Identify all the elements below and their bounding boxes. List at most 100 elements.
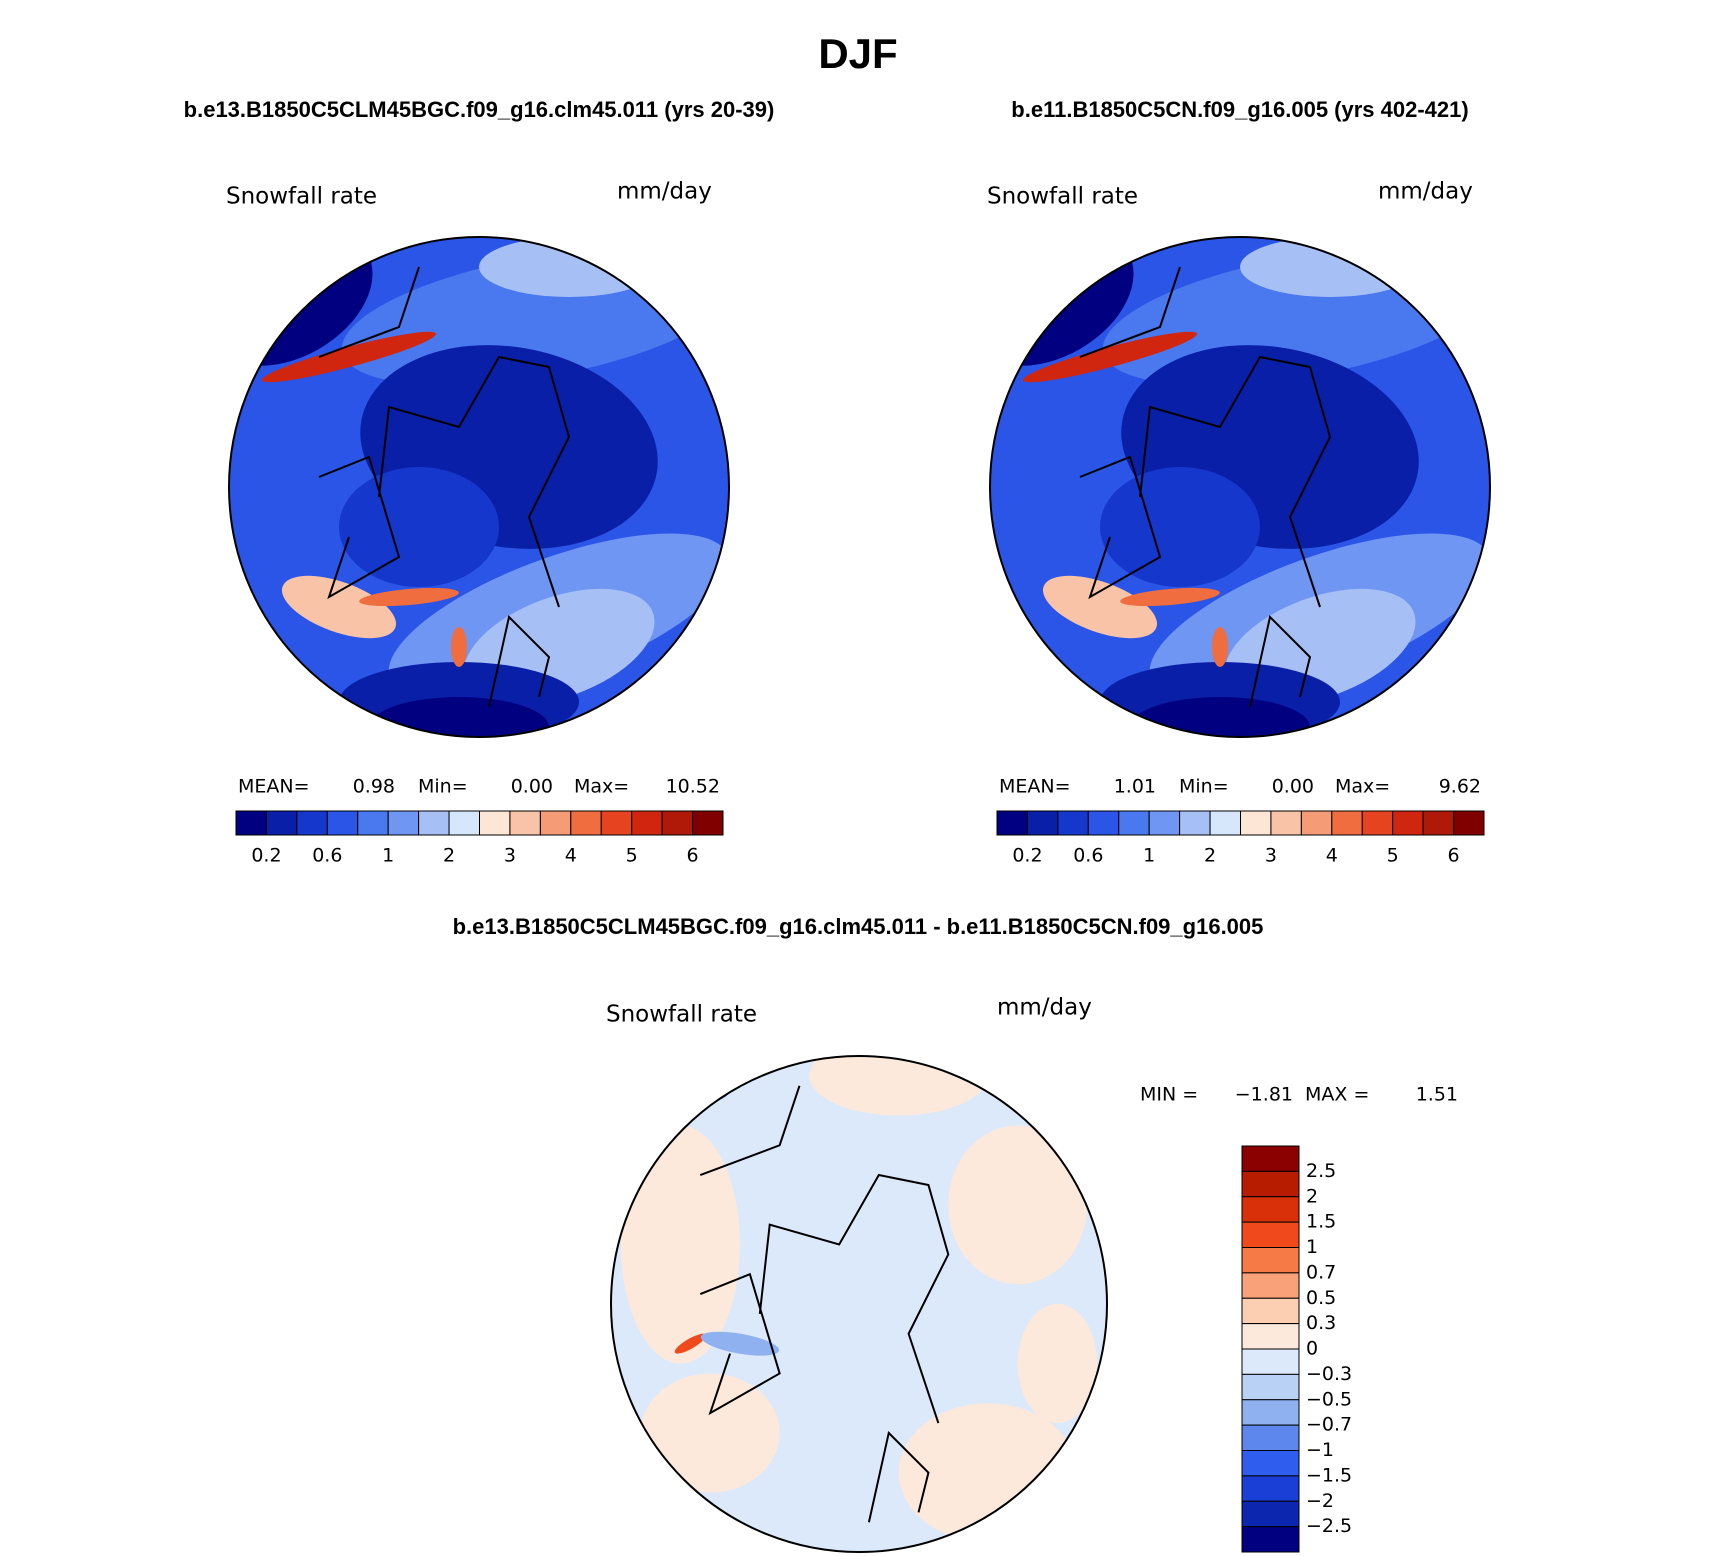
- colorbar-box: [1241, 1170, 1300, 1198]
- contour-region: [620, 1125, 740, 1364]
- colorbar-box: [539, 810, 572, 836]
- contour-region: [640, 1373, 780, 1493]
- colorbar-label: 0.7: [1306, 1261, 1336, 1283]
- colorbar-box: [1241, 1348, 1300, 1375]
- variable-name: Snowfall rate: [987, 184, 1138, 210]
- contour-region: [700, 1331, 780, 1356]
- colorbar-box: [1241, 1399, 1300, 1426]
- colorbar-label: 1.5: [1306, 1211, 1336, 1233]
- stat-label: Max=: [1335, 776, 1390, 798]
- map-border: [610, 1055, 1108, 1553]
- colorbar-label: 0.3: [1306, 1312, 1336, 1334]
- colorbar-label: 2: [1306, 1185, 1318, 1207]
- colorbar-box: [1453, 810, 1485, 836]
- colorbar-box: [600, 810, 633, 836]
- colorbar-label: 1: [1306, 1236, 1318, 1258]
- stat-value: 10.52: [666, 776, 720, 798]
- stat-label: MIN =: [1140, 1084, 1198, 1106]
- colorbar-label: 5: [626, 845, 638, 867]
- colorbar-label: 4: [1326, 845, 1338, 867]
- colorbar-box: [1300, 810, 1333, 836]
- contour-region: [1017, 1304, 1098, 1424]
- colorbar-box: [1241, 1500, 1300, 1528]
- colorbar-label: −0.3: [1306, 1363, 1352, 1385]
- contour-region: [262, 331, 436, 383]
- coastline: [318, 266, 571, 708]
- colorbar-box: [296, 810, 328, 836]
- colorbar-box: [631, 810, 663, 836]
- contour-region: [809, 1056, 988, 1116]
- colorbar-box: [996, 810, 1028, 836]
- colorbar-box: [265, 810, 298, 836]
- stat-value: 1.01: [1114, 776, 1156, 798]
- contour-region: [674, 1333, 707, 1354]
- colorbar-box: [1241, 1373, 1300, 1401]
- colorbar-box: [235, 810, 267, 836]
- coastline: [699, 1085, 950, 1523]
- units: mm/day: [1378, 179, 1473, 205]
- colorbar-label: 2: [1204, 845, 1216, 867]
- coastline: [1079, 266, 1332, 708]
- colorbar-box: [1087, 810, 1120, 836]
- colorbar-box: [1241, 1145, 1300, 1172]
- colorbar-box: [1179, 810, 1211, 836]
- colorbar-box: [326, 810, 359, 836]
- colorbar-box: [1422, 810, 1455, 836]
- colorbar-label: −2.5: [1306, 1515, 1352, 1537]
- colorbar-label: −1.5: [1306, 1464, 1352, 1486]
- contour-region: [369, 697, 549, 737]
- colorbar-box: [1241, 1526, 1300, 1553]
- map-border: [989, 236, 1491, 738]
- contour-region: [339, 467, 499, 587]
- colorbar-box: [479, 810, 511, 836]
- polar-map: [229, 237, 729, 737]
- colorbar-box: [1241, 1424, 1300, 1451]
- colorbar-box: [1241, 1475, 1300, 1502]
- figure-title: DJF: [818, 30, 897, 77]
- panel-title: b.e13.B1850C5CLM45BGC.f09_g16.clm45.011 …: [453, 914, 1264, 939]
- stat-value: 9.62: [1439, 776, 1481, 798]
- colorbar-box: [1241, 1196, 1300, 1223]
- colorbar-box: [448, 810, 480, 836]
- colorbar-label: 3: [1265, 845, 1277, 867]
- colorbar-box: [1057, 810, 1089, 836]
- contour-region: [451, 627, 467, 667]
- contour-region: [1130, 697, 1310, 737]
- colorbar-label: 6: [1448, 845, 1460, 867]
- polar-map: [990, 237, 1490, 737]
- colorbar-label: −0.5: [1306, 1388, 1352, 1410]
- colorbar-box: [1240, 810, 1272, 836]
- colorbar-label: 6: [687, 845, 699, 867]
- stat-value: 0.98: [353, 776, 395, 798]
- stat-value: −1.81: [1235, 1084, 1293, 1106]
- stat-value: 1.51: [1416, 1084, 1458, 1106]
- colorbar-box: [1392, 810, 1424, 836]
- contour-region: [1212, 627, 1228, 667]
- colorbar-label: 2.5: [1306, 1160, 1336, 1182]
- variable-name: Snowfall rate: [606, 1002, 757, 1028]
- colorbar-box: [509, 810, 541, 836]
- panel-title: b.e13.B1850C5CLM45BGC.f09_g16.clm45.011 …: [184, 97, 775, 122]
- stat-value: 0.00: [1272, 776, 1314, 798]
- contour-region: [898, 1403, 1078, 1543]
- colorbar-box: [1209, 810, 1241, 836]
- colorbar-label: −1: [1306, 1439, 1334, 1461]
- contour-region: [948, 1125, 1088, 1285]
- colorbar-label: −2: [1306, 1490, 1334, 1512]
- contour-region: [359, 587, 459, 607]
- colorbar-label: −0.7: [1306, 1414, 1352, 1436]
- colorbar-box: [1331, 810, 1363, 836]
- colorbar-box: [1241, 1450, 1300, 1477]
- stat-label: MEAN=: [999, 776, 1071, 798]
- colorbar-label: 0.5: [1306, 1287, 1336, 1309]
- stat-label: MAX =: [1305, 1084, 1369, 1106]
- polar-map: [611, 1056, 1107, 1552]
- contour-region: [1100, 467, 1260, 587]
- colorbar-label: 3: [504, 845, 516, 867]
- colorbar-box: [1241, 1221, 1300, 1248]
- stat-label: MEAN=: [238, 776, 310, 798]
- colorbar-box: [357, 810, 389, 836]
- colorbar-box: [418, 810, 450, 836]
- colorbar-box: [692, 810, 724, 836]
